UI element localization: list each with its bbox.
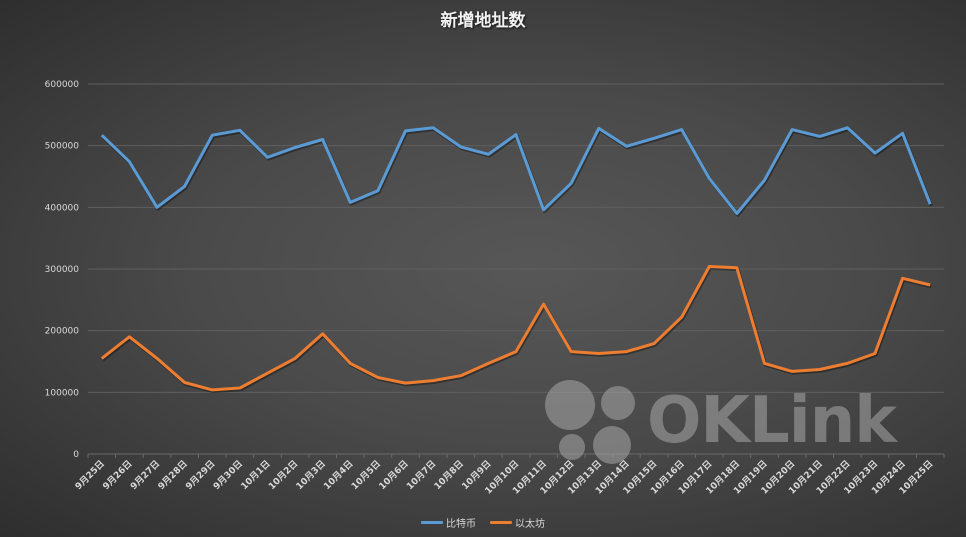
x-tick-label: 10月2日 <box>266 458 300 492</box>
y-tick-label: 600000 <box>45 80 80 90</box>
series-line-bitcoin <box>100 126 932 215</box>
chart-title: 新增地址数 <box>440 11 526 31</box>
oklink-logo-icon <box>545 378 637 464</box>
legend-swatch-bitcoin <box>421 521 443 524</box>
series-shadow <box>101 266 932 394</box>
legend-swatch-ethereum <box>490 521 512 524</box>
y-tick-label: 500000 <box>45 142 80 152</box>
y-tick-label: 0 <box>73 450 79 460</box>
chart-legend: 比特币 以太坊 <box>0 515 966 530</box>
x-tick-label: 10月6日 <box>377 458 411 492</box>
series-shadow <box>101 127 933 217</box>
x-tick-label: 9月28日 <box>156 458 190 492</box>
x-tick-label: 9月30日 <box>211 458 245 492</box>
series-line-ethereum <box>100 265 931 392</box>
x-tick-label: 10月7日 <box>404 458 438 492</box>
series-lines <box>100 126 933 394</box>
x-tick-label: 9月27日 <box>128 458 162 492</box>
y-tick-label: 100000 <box>45 388 80 398</box>
x-tick-label: 9月29日 <box>184 458 218 492</box>
x-tick-label: 10月4日 <box>322 458 356 492</box>
legend-label-bitcoin: 比特币 <box>446 519 476 530</box>
legend-item-ethereum[interactable]: 以太坊 <box>490 515 545 530</box>
y-tick-label: 200000 <box>45 327 80 337</box>
x-tick-label: 10月3日 <box>294 458 328 492</box>
x-tick-label: 10月8日 <box>432 458 466 492</box>
oklink-watermark: OKLink <box>545 378 897 464</box>
legend-label-ethereum: 以太坊 <box>515 519 545 530</box>
y-tick-label: 300000 <box>45 265 80 275</box>
x-tick-label: 10月1日 <box>239 458 273 492</box>
x-tick-label: 9月25日 <box>73 458 107 492</box>
legend-item-bitcoin[interactable]: 比特币 <box>421 515 476 530</box>
watermark-text: OKLink <box>647 384 897 458</box>
x-tick-label: 10月5日 <box>349 458 383 492</box>
y-axis: 0 100000 200000 300000 400000 500000 600000 <box>45 80 80 460</box>
y-tick-label: 400000 <box>45 203 80 213</box>
x-tick-label: 9月26日 <box>101 458 135 492</box>
gridlines <box>88 83 944 455</box>
